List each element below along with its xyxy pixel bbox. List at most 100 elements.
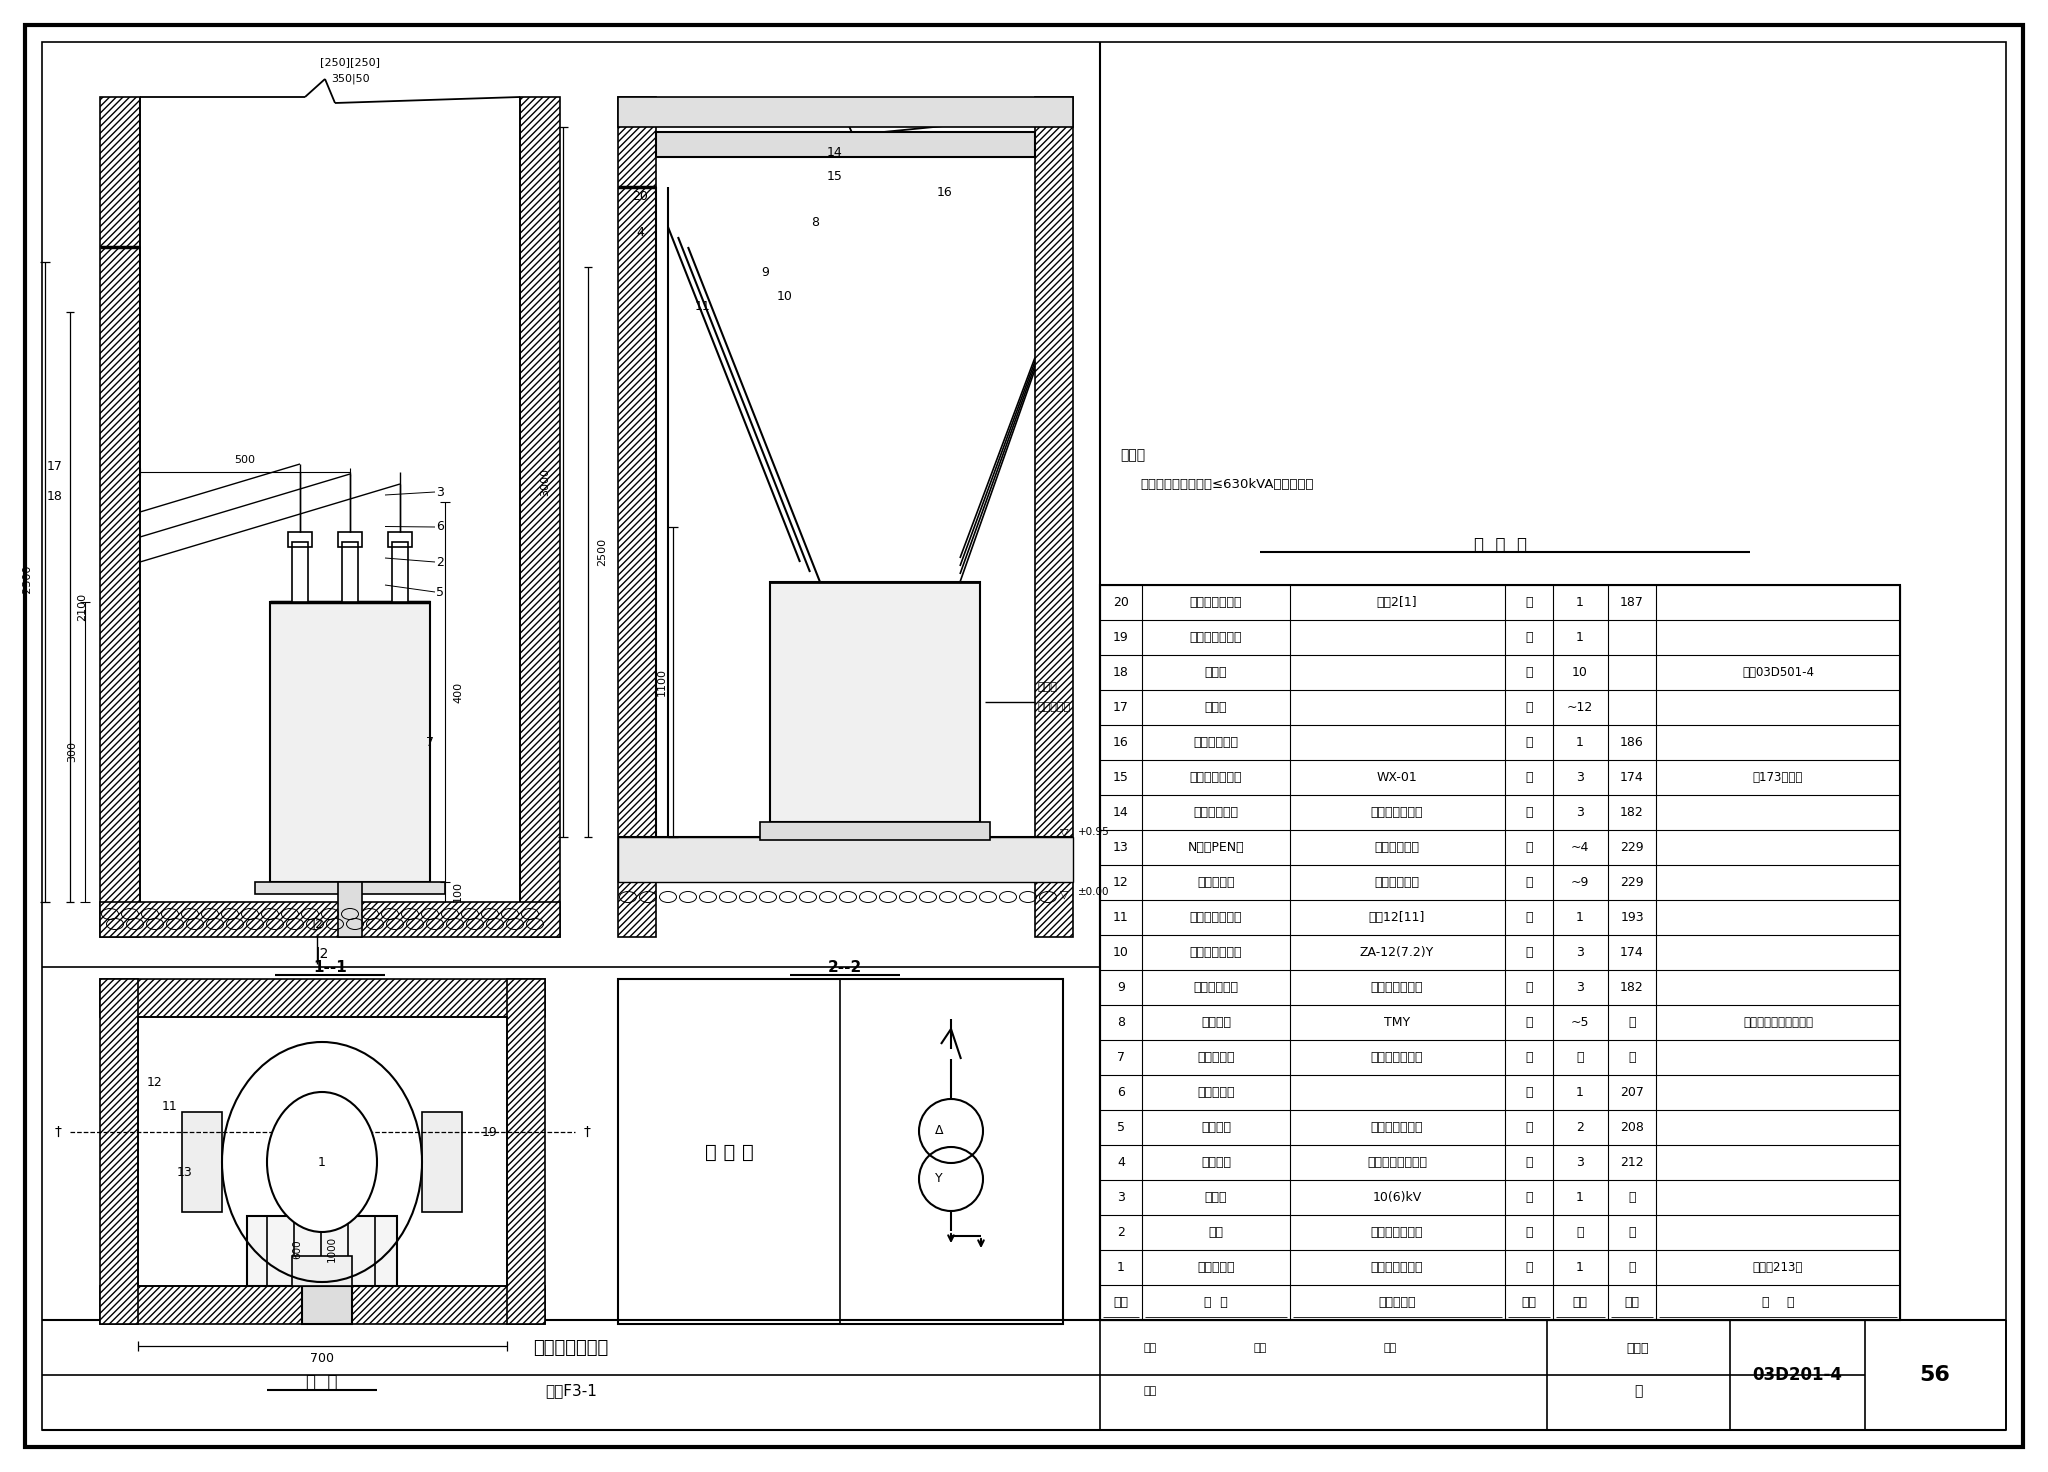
Text: 14: 14: [1114, 807, 1128, 818]
Text: 接地见213页: 接地见213页: [1753, 1262, 1802, 1273]
Text: 1000: 1000: [328, 1236, 338, 1262]
Text: 1: 1: [1577, 631, 1583, 645]
Text: |2: |2: [311, 917, 324, 930]
Text: 207: 207: [1620, 1086, 1645, 1100]
Bar: [182, 1111, 221, 1211]
Text: 6: 6: [436, 521, 444, 533]
Text: 型式12[11]: 型式12[11]: [1368, 911, 1425, 924]
Text: TMY: TMY: [1384, 1016, 1411, 1029]
Text: 182: 182: [1620, 980, 1645, 994]
Text: 6: 6: [1116, 1086, 1124, 1100]
Text: 100: 100: [453, 882, 463, 902]
Text: 212: 212: [1620, 1156, 1645, 1169]
Text: 由工程设计确定: 由工程设计确定: [1370, 1051, 1423, 1064]
Text: 规格按变压器容量确定: 规格按变压器容量确定: [1743, 1016, 1812, 1029]
Text: 16: 16: [938, 185, 952, 199]
Text: 付: 付: [1526, 980, 1532, 994]
Bar: [137, 1017, 508, 1287]
Text: 3: 3: [436, 486, 444, 499]
Text: 3000: 3000: [541, 468, 551, 496]
Bar: [289, 531, 311, 548]
Text: †: †: [55, 1125, 61, 1139]
Text: 按电缆芯截面确定: 按电缆芯截面确定: [1366, 1156, 1427, 1169]
Text: +0.95: +0.95: [1077, 827, 1110, 838]
Text: 10: 10: [1573, 665, 1587, 679]
Bar: [618, 97, 655, 938]
Text: 个: 个: [1526, 1156, 1532, 1169]
Text: 接地线: 接地线: [1038, 682, 1059, 692]
Text: 182: 182: [1620, 807, 1645, 818]
Text: －: －: [1628, 1016, 1636, 1029]
Bar: [100, 979, 545, 1017]
Text: 参见03D501-4: 参见03D501-4: [1743, 665, 1815, 679]
Bar: [342, 542, 358, 602]
Text: 4: 4: [637, 225, 643, 238]
Text: 2: 2: [436, 555, 444, 568]
Bar: [655, 132, 1034, 158]
Text: 按173页装配: 按173页装配: [1753, 771, 1802, 785]
Text: 20: 20: [1112, 596, 1128, 609]
Text: 按母线截面确定: 按母线截面确定: [1370, 980, 1423, 994]
Text: 2500: 2500: [598, 537, 606, 567]
Bar: [618, 97, 1073, 127]
Bar: [618, 838, 1073, 882]
Text: 11: 11: [162, 1101, 178, 1113]
Text: 高压母线夹具: 高压母线夹具: [1194, 980, 1239, 994]
Text: 7: 7: [1116, 1051, 1124, 1064]
Text: 米: 米: [1526, 701, 1532, 714]
Text: 03D201-4: 03D201-4: [1751, 1366, 1841, 1384]
Text: WX-01: WX-01: [1376, 771, 1417, 785]
Text: 电力变压器: 电力变压器: [1198, 1262, 1235, 1273]
Text: 12: 12: [147, 1076, 164, 1088]
Text: 20: 20: [633, 190, 647, 203]
Text: 个: 个: [1526, 1191, 1532, 1204]
Text: 12: 12: [1114, 876, 1128, 889]
Text: 临时接地接线柱: 临时接地接线柱: [1190, 631, 1243, 645]
Text: 个: 个: [1526, 911, 1532, 924]
Text: 350|50: 350|50: [330, 74, 369, 84]
Text: 电缆: 电缆: [1208, 1226, 1223, 1239]
Text: 17: 17: [47, 461, 63, 474]
Text: 4: 4: [1116, 1156, 1124, 1169]
Bar: [100, 902, 559, 938]
Text: 700: 700: [309, 1351, 334, 1365]
Bar: [520, 97, 559, 938]
Text: 按母线截面确定: 按母线截面确定: [1370, 807, 1423, 818]
Bar: [618, 979, 1063, 1323]
Bar: [1034, 97, 1073, 938]
Text: 按电缆外径确定: 按电缆外径确定: [1370, 1122, 1423, 1133]
Text: 11: 11: [694, 300, 711, 314]
Text: 审核: 审核: [1143, 1387, 1157, 1395]
Bar: [100, 1287, 545, 1323]
Text: 高压母线: 高压母线: [1200, 1016, 1231, 1029]
Text: 15: 15: [827, 171, 844, 184]
Text: ZA-12(7.2)Y: ZA-12(7.2)Y: [1360, 946, 1434, 958]
Bar: [422, 1111, 463, 1211]
Text: 7: 7: [426, 736, 434, 748]
Bar: [301, 1287, 352, 1323]
Text: 3: 3: [1577, 807, 1583, 818]
Text: 方案F3-1: 方案F3-1: [545, 1384, 596, 1398]
Text: 至接地装置: 至接地装置: [1038, 702, 1071, 712]
Text: Δ: Δ: [934, 1125, 944, 1138]
Text: ~9: ~9: [1571, 876, 1589, 889]
Text: ~12: ~12: [1567, 701, 1593, 714]
Text: 米: 米: [1526, 1016, 1532, 1029]
Text: 个: 个: [1526, 1122, 1532, 1133]
Text: 个: 个: [1526, 1086, 1532, 1100]
Text: 2: 2: [1577, 1122, 1583, 1133]
Text: 229: 229: [1620, 876, 1645, 889]
Text: |2: |2: [315, 946, 328, 961]
Text: 电车线路绝缘子: 电车线路绝缘子: [1190, 771, 1243, 785]
Text: 数量: 数量: [1573, 1297, 1587, 1310]
Text: 2--2: 2--2: [827, 960, 862, 974]
Text: 10(6)kV: 10(6)kV: [1372, 1191, 1421, 1204]
Text: 3: 3: [1577, 980, 1583, 994]
Text: 174: 174: [1620, 771, 1645, 785]
Text: 个: 个: [1526, 946, 1532, 958]
Text: 说明：: 说明：: [1120, 447, 1145, 462]
Text: －: －: [1577, 1051, 1583, 1064]
Text: 套: 套: [1526, 596, 1532, 609]
Text: 1: 1: [317, 1156, 326, 1169]
Bar: [248, 1216, 397, 1287]
